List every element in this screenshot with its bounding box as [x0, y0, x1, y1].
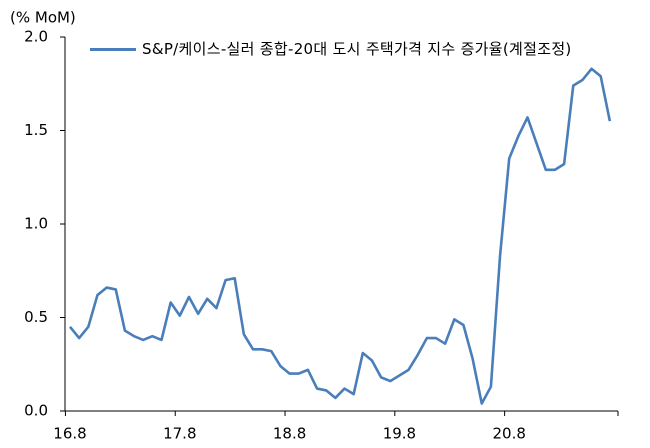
legend: S&P/케이스-실러 종합-20대 도시 주택가격 지수 증가율(계절조정)	[90, 38, 582, 61]
legend-label: S&P/케이스-실러 종합-20대 도시 주택가격 지수 증가율(계절조정)	[142, 40, 572, 58]
y-tick-label: 1.0	[24, 215, 48, 233]
y-tick-label: 0.5	[24, 308, 48, 326]
x-tick-label: 19.8	[383, 425, 416, 443]
x-tick-label: 17.8	[163, 425, 196, 443]
data-line	[68, 67, 612, 405]
legend-swatch	[90, 48, 136, 51]
x-tick-label: 16.8	[53, 425, 86, 443]
y-tick-label: 1.5	[24, 121, 48, 139]
y-axis-label: (% MoM)	[10, 9, 76, 27]
y-tick-label: 0.0	[24, 402, 48, 420]
y-tick-label: 2.0	[24, 28, 48, 46]
x-tick-label: 20.8	[492, 425, 525, 443]
x-tick-label: 18.8	[273, 425, 306, 443]
